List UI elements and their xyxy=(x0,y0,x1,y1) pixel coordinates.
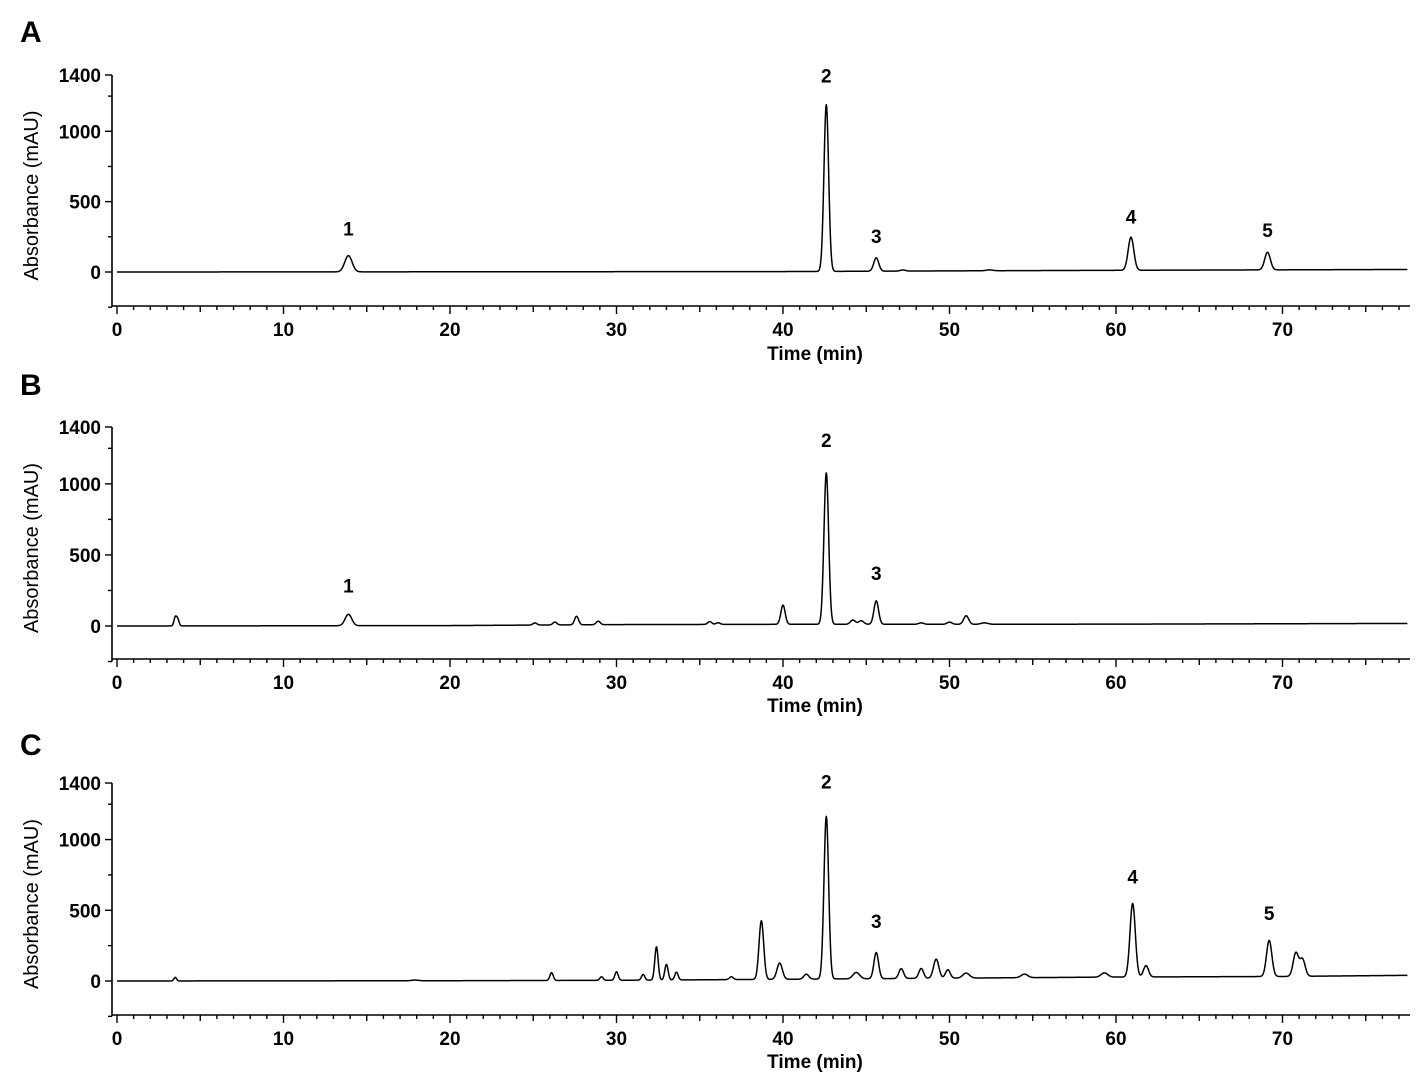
x-tick-label: 20 xyxy=(439,320,460,341)
x-tick-label: 40 xyxy=(772,673,793,694)
peak-label: 2 xyxy=(821,431,832,452)
x-tick-label: 10 xyxy=(273,673,294,694)
peak-label: 1 xyxy=(343,577,354,598)
panel-letter: C xyxy=(20,729,42,762)
y-axis-label: Absorbance (mAU) xyxy=(21,819,43,989)
x-tick-label: 20 xyxy=(439,1029,460,1050)
y-tick-label: 500 xyxy=(69,546,101,567)
chart-panel-b: B 0 500 1000 1400 Absorbance (mAU) 0 10 20 30 40 50… xyxy=(20,369,1410,717)
panel-letter: B xyxy=(20,369,42,402)
y-tick-label: 1400 xyxy=(59,418,101,439)
x-tick-label: 30 xyxy=(606,673,627,694)
x-tick-label: 40 xyxy=(772,320,793,341)
x-tick-label: 0 xyxy=(112,673,123,694)
x-tick-label: 10 xyxy=(273,1029,294,1050)
y-tick-label: 1000 xyxy=(59,475,101,496)
x-tick-label: 10 xyxy=(273,320,294,341)
y-tick-label: 1000 xyxy=(59,831,101,852)
y-tick-label: 0 xyxy=(90,263,101,284)
x-tick-label: 30 xyxy=(606,320,627,341)
x-tick-label: 20 xyxy=(439,673,460,694)
chart-panel-a: A 0 500 1000 1400 Absorbance (mAU) 0 10 20 30 40 50… xyxy=(20,16,1410,365)
x-tick-label: 0 xyxy=(112,1029,123,1050)
y-tick-label: 0 xyxy=(90,617,101,638)
peak-label: 2 xyxy=(821,67,832,88)
x-tick-label: 60 xyxy=(1105,673,1126,694)
peak-label: 1 xyxy=(343,219,354,240)
x-tick-label: 0 xyxy=(112,320,123,341)
y-tick-label: 500 xyxy=(69,901,101,922)
y-axis-label: Absorbance (mAU) xyxy=(21,110,43,280)
x-axis-title: Time (min) xyxy=(767,344,863,365)
peak-label: 3 xyxy=(871,912,882,933)
y-tick-label: 500 xyxy=(69,193,101,214)
x-tick-label: 50 xyxy=(939,320,960,341)
peak-label: 5 xyxy=(1262,221,1273,242)
x-tick-label: 70 xyxy=(1272,320,1293,341)
x-tick-label: 70 xyxy=(1272,673,1293,694)
y-tick-label: 1400 xyxy=(59,66,101,87)
peak-label: 3 xyxy=(871,564,882,585)
peak-label: 4 xyxy=(1126,207,1137,228)
y-tick-label: 0 xyxy=(90,972,101,993)
x-tick-label: 40 xyxy=(772,1029,793,1050)
x-tick-label: 50 xyxy=(939,673,960,694)
x-tick-label: 50 xyxy=(939,1029,960,1050)
y-tick-label: 1000 xyxy=(59,122,101,143)
x-tick-label: 30 xyxy=(606,1029,627,1050)
chromatogram-trace xyxy=(116,472,1408,627)
peak-label: 2 xyxy=(821,773,832,794)
x-axis-title: Time (min) xyxy=(767,696,863,717)
panel-letter: A xyxy=(20,16,42,49)
peak-label: 4 xyxy=(1127,867,1138,888)
peak-label: 5 xyxy=(1264,904,1275,925)
chromatogram-trace xyxy=(116,815,1408,982)
x-tick-label: 60 xyxy=(1105,1029,1126,1050)
peak-label: 3 xyxy=(871,227,882,248)
x-axis-title: Time (min) xyxy=(767,1052,863,1073)
x-tick-label: 70 xyxy=(1272,1029,1293,1050)
x-tick-label: 60 xyxy=(1105,320,1126,341)
y-axis-label: Absorbance (mAU) xyxy=(21,463,43,633)
chromatogram-trace xyxy=(116,103,1408,273)
y-tick-label: 1400 xyxy=(59,774,101,795)
chart-panel-c: C 0 500 1000 1400 Absorbance (mAU) 0 10 20 30 40 50… xyxy=(20,729,1410,1073)
